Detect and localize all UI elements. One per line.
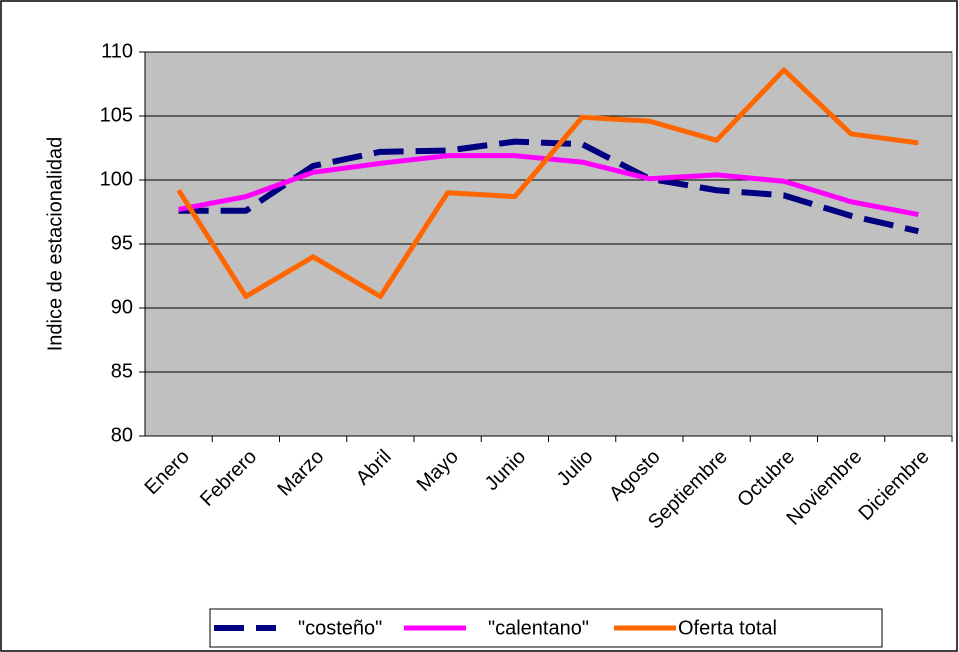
y-tick-label: 90 (111, 296, 133, 318)
series-line (176, 67, 919, 299)
y-axis-label: Indice de estacionalidad (44, 137, 66, 352)
y-tick-label: 95 (111, 232, 133, 254)
legend (209, 608, 883, 648)
legend-label: "costeño" (298, 617, 382, 639)
series-line (178, 138, 920, 235)
y-tick-label: 85 (111, 360, 133, 382)
y-tick-label: 110 (101, 40, 133, 62)
legend-label: Oferta total (678, 617, 777, 639)
y-tick-label: 80 (111, 424, 133, 446)
y-tick-label: 100 (100, 168, 133, 190)
legend-label: "calentano" (488, 617, 589, 639)
y-tick-label: 105 (100, 104, 133, 126)
